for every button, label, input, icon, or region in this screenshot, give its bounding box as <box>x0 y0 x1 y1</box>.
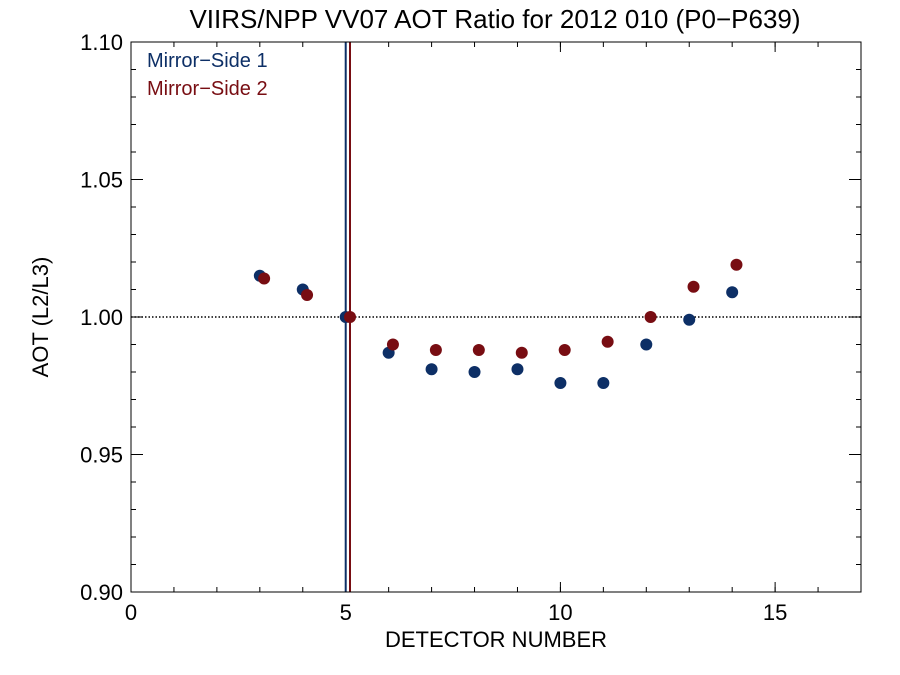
data-point-series-2 <box>472 344 485 356</box>
data-point-series-2 <box>515 346 528 359</box>
chart-title: VIIRS/NPP VV07 AOT Ratio for 2012 010 (P… <box>189 4 800 34</box>
data-point-series-1 <box>726 286 739 299</box>
data-point-series-1 <box>425 363 438 376</box>
data-point-series-1 <box>511 363 524 376</box>
reference-lines <box>131 42 861 592</box>
x-tick-label: 10 <box>548 600 572 625</box>
legend-entry-mirror-side-1: Mirror−Side 1 <box>147 50 268 72</box>
x-tick-label: 5 <box>340 600 352 625</box>
plot-frame <box>130 41 862 593</box>
data-point-series-2 <box>429 344 442 356</box>
data-point-series-2 <box>301 289 314 301</box>
data-points <box>253 258 743 389</box>
data-point-series-1 <box>554 377 567 389</box>
data-point-series-2 <box>730 258 743 271</box>
data-point-series-1 <box>683 313 696 326</box>
data-point-series-1 <box>597 377 610 389</box>
y-tick-label: 1.10 <box>80 30 123 55</box>
data-point-series-2 <box>644 311 657 323</box>
tick-labels: 0 5 10 15 0.90 0.95 1.00 1.05 1.10 <box>80 30 787 625</box>
data-point-series-2 <box>258 272 271 285</box>
data-point-series-1 <box>468 366 481 378</box>
data-point-series-2 <box>386 338 399 351</box>
x-tick-label: 0 <box>125 600 137 625</box>
y-tick-label: 0.90 <box>80 580 123 605</box>
data-point-series-2 <box>344 311 356 323</box>
x-axis-label: DETECTOR NUMBER <box>385 627 607 652</box>
y-tick-label: 1.00 <box>80 305 123 330</box>
legend-entry-mirror-side-2: Mirror−Side 2 <box>147 78 268 100</box>
data-point-series-1 <box>640 338 653 351</box>
data-point-series-2 <box>601 335 614 348</box>
legend: Mirror−Side 1 Mirror−Side 2 <box>147 50 268 100</box>
data-point-series-2 <box>687 280 700 293</box>
x-tick-label: 15 <box>763 600 787 625</box>
data-point-series-2 <box>558 344 571 356</box>
y-tick-label: 0.95 <box>80 443 123 468</box>
y-axis-label: AOT (L2/L3) <box>28 257 53 378</box>
y-tick-label: 1.05 <box>80 168 123 193</box>
